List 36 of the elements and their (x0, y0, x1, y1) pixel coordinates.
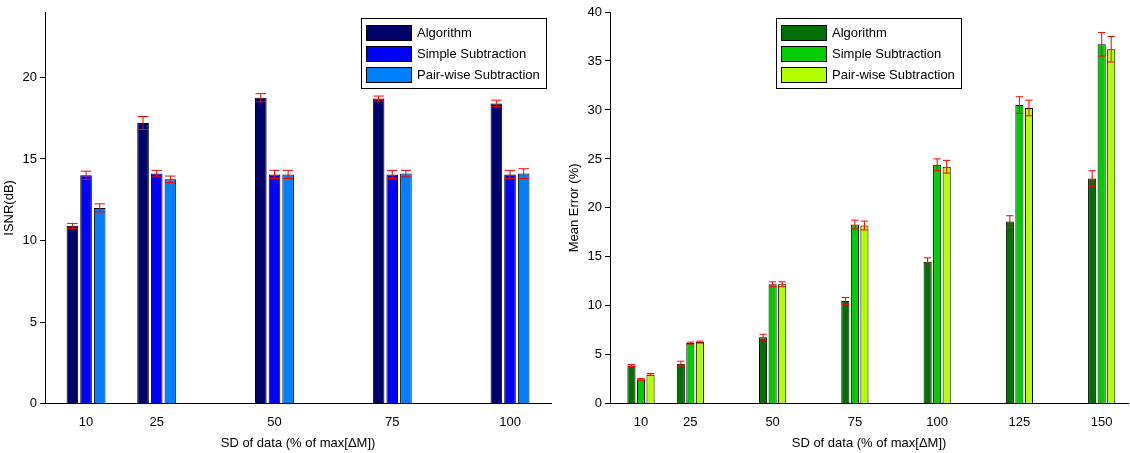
x-tick-label: 50 (765, 414, 780, 430)
y-tick-label: 0 (29, 395, 38, 411)
y-tick-label: 20 (22, 68, 38, 84)
y-tick-label: 30 (587, 101, 603, 117)
y-tick-label: 25 (587, 150, 603, 166)
y-tick-label: 10 (22, 232, 38, 248)
y-tick-label: 40 (587, 3, 603, 19)
y-tick-label: 5 (29, 313, 38, 329)
legend-label: Simple Subtraction (832, 46, 942, 61)
legend-label: Algorithm (832, 25, 887, 40)
y-tick-label: 0 (594, 395, 603, 411)
y-tick-label: 10 (587, 297, 603, 313)
legend-label: Simple Subtraction (417, 46, 527, 61)
legend-label: Pair-wise Subtraction (832, 67, 955, 82)
legend-label: Algorithm (417, 25, 472, 40)
y-tick-label: 35 (587, 52, 603, 68)
y-axis-title: Mean Error (%) (566, 163, 582, 253)
y-tick-label: 5 (594, 346, 603, 362)
x-tick-label: 125 (1008, 414, 1031, 430)
x-tick-label: 25 (683, 414, 698, 430)
x-tick-label: 100 (926, 414, 948, 430)
y-tick-label: 15 (22, 150, 38, 166)
y-tick-label: 20 (587, 199, 603, 215)
y-axis-title: ISNR(dB) (1, 180, 17, 236)
x-axis-title: SD of data (% of max[ΔM]) (791, 434, 947, 450)
x-tick-label: 10 (633, 414, 649, 430)
x-tick-label: 100 (499, 414, 521, 430)
x-tick-label: 25 (149, 414, 164, 430)
x-tick-label: 50 (267, 414, 282, 430)
x-tick-label: 75 (385, 414, 400, 430)
y-tick-label: 15 (587, 248, 603, 264)
x-tick-label: 75 (847, 414, 863, 430)
x-tick-label: 150 (1090, 414, 1113, 430)
x-tick-label: 10 (78, 414, 94, 430)
legend-label: Pair-wise Subtraction (417, 67, 540, 82)
x-axis-title: SD of data (% of max[ΔM]) (220, 434, 376, 450)
